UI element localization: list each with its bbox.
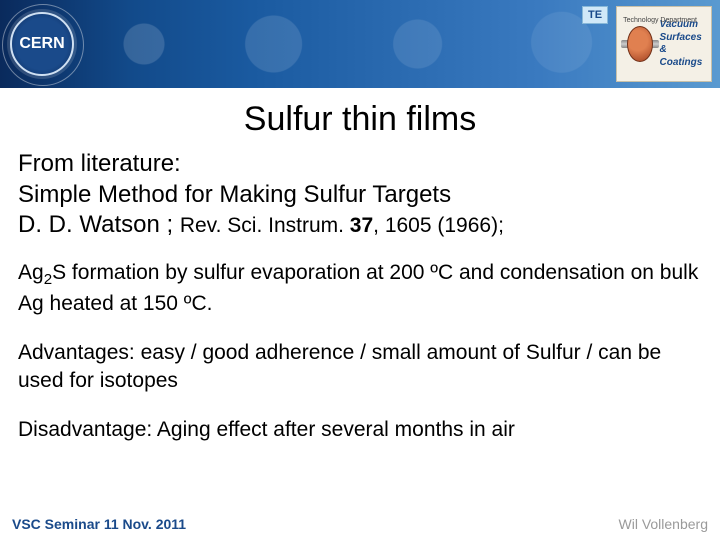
cern-logo: CERN	[10, 12, 74, 76]
formula-post: S formation by sulfur evaporation at 200…	[18, 261, 698, 315]
formula-sub: 2	[44, 271, 52, 288]
cern-logo-text: CERN	[19, 35, 64, 53]
vsc-text: Vacuum Surfaces & Coatings	[660, 19, 707, 69]
coil-icon	[621, 16, 656, 72]
lit-volume: 37	[350, 214, 373, 237]
slide-title: Sulfur thin films	[18, 100, 702, 139]
te-badge: TE	[582, 6, 608, 24]
slide-content: Sulfur thin films From literature: Simpl…	[0, 88, 720, 443]
advantages-text: Advantages: easy / good adherence / smal…	[18, 339, 702, 394]
footer-left: VSC Seminar 11 Nov. 2011	[12, 516, 186, 532]
slide-footer: VSC Seminar 11 Nov. 2011 Wil Vollenberg	[0, 510, 720, 540]
lit-author: D. D. Watson ;	[18, 211, 180, 238]
literature-block: From literature: Simple Method for Makin…	[18, 149, 702, 241]
vsc-line: Coatings	[660, 57, 707, 70]
lit-intro: From literature:	[18, 150, 181, 177]
vsc-line: Surfaces &	[660, 32, 707, 57]
header-banner: CERN TE Technology Department Vacuum Sur…	[0, 0, 720, 88]
footer-right: Wil Vollenberg	[619, 516, 709, 532]
lit-journal: Rev. Sci. Instrum.	[180, 214, 350, 237]
disadvantage-text: Disadvantage: Aging effect after several…	[18, 416, 702, 443]
lit-rest: , 1605 (1966);	[373, 214, 504, 237]
vsc-badge: Technology Department Vacuum Surfaces & …	[616, 6, 712, 82]
formation-text: Ag2S formation by sulfur evaporation at …	[18, 259, 702, 317]
lit-paper-title: Simple Method for Making Sulfur Targets	[18, 181, 451, 208]
formula-pre: Ag	[18, 261, 44, 284]
